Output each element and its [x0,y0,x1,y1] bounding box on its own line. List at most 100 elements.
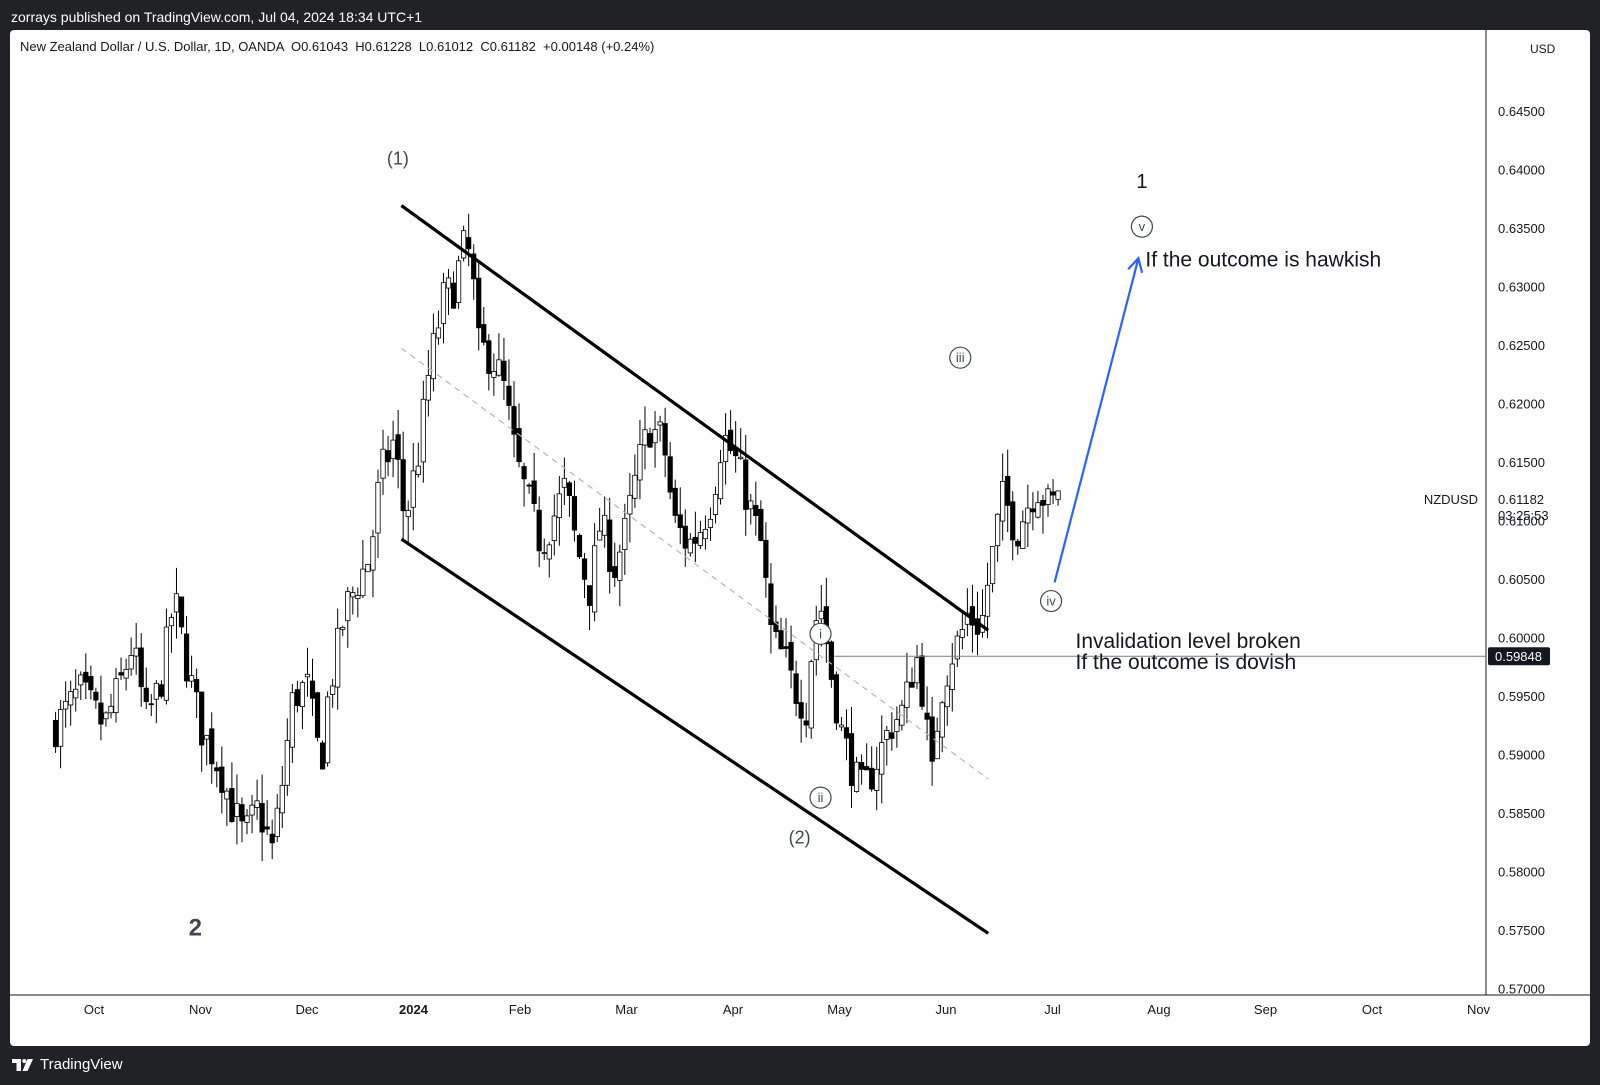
candle-bull [879,742,885,775]
time-tick-label: Apr [723,1002,744,1017]
candle-bear [148,703,154,706]
candle-bear [481,324,487,343]
time-tick-label: Sep [1254,1002,1277,1017]
candle-bear [506,385,512,406]
candle-bear [118,672,124,676]
candle-bear [607,519,613,572]
candle-bear [576,534,583,558]
candle-bear [269,833,275,844]
candle-bear [783,646,789,649]
candle-bear [974,618,981,635]
level-price-badge [1488,647,1550,666]
candle-bull [410,470,416,508]
candle-bear [753,504,759,517]
ohlc-high: H0.61228 [355,39,412,54]
candle-bull [894,719,900,732]
time-tick-label: Oct [1362,1002,1383,1017]
candle-bull [561,477,567,488]
candle-bear [682,525,688,549]
candle-bear [778,630,784,650]
candle-bull [995,513,1001,547]
candle-bull [128,655,134,670]
candle-bull [491,371,497,378]
candle-bull [360,568,366,597]
candle-bull [204,734,210,740]
candle-bull [445,277,452,289]
candle-bull [461,230,467,259]
time-tick-label: Jun [936,1002,957,1017]
tradingview-brand: TradingView [40,1056,123,1073]
candle-bear [294,689,300,706]
chart-frame[interactable]: 0.64500 0.64000 0.63500 0.63000 0.62500 0.620… [10,30,1590,1046]
candle-bear [486,340,492,374]
candle-bear [677,514,683,528]
candle-bull [380,448,386,479]
candle-bull [642,429,648,446]
projection-arrow [1053,257,1140,583]
candle-bear [93,691,99,701]
wave-label-circle [949,346,972,369]
candle-bear [1005,475,1011,506]
candle-bear [571,496,578,531]
wave-label-text: i [819,626,822,641]
candle-bull [818,610,824,620]
candle-bull [602,514,608,536]
candle-bull [249,804,255,816]
candle-bear [395,434,401,460]
candle-bull [712,494,719,515]
chart-annotation: 1 [1136,171,1147,193]
candle-bear [476,277,482,329]
candle-bull [637,444,643,481]
candle-bear [858,762,865,770]
candle-bear [501,360,507,381]
candle-bull [123,668,129,679]
candle-bull [551,515,557,541]
candle-bear [471,253,477,280]
wave-label-circle [809,622,832,645]
time-tick-label: Aug [1147,1002,1170,1017]
candle-bear [516,428,522,463]
candle-bear [763,539,769,578]
publish-info: zorrays published on TradingView.com, Ju… [11,9,423,25]
bar-countdown-label: 03:25:53 [1498,508,1549,523]
level-price-label: 0.59848 [1495,649,1542,664]
candle-bull [1035,502,1041,518]
candle-bull [541,552,547,555]
candle-bear [259,803,265,833]
candle-bear [919,655,925,707]
candle-bull [657,421,663,426]
time-tick-label: Nov [1467,1002,1491,1017]
candle-bear [219,766,225,793]
candle-bull [345,591,351,622]
candle-bear [511,406,517,435]
candle-bull [934,730,940,760]
candle-bull [707,518,714,528]
candle-bull [440,282,447,324]
candle-bull [299,682,306,707]
candle-bear [466,237,472,250]
candle-bull [984,584,991,617]
candle-bull [350,592,356,598]
symbol-name: New Zealand Dollar / U.S. Dollar, 1D, OA… [20,39,284,54]
ohlc-low: L0.61012 [418,39,474,54]
tradingview-logo[interactable]: TradingView [12,1056,123,1073]
candle-bear [758,508,764,541]
candle-bear [728,429,734,451]
candle-bull [78,674,84,686]
candle-bull [425,375,431,401]
candle-bear [531,480,537,504]
candle-bear [385,450,391,463]
candle-bull [284,740,290,786]
candle-bull [224,790,230,800]
candle-bear [1050,491,1056,496]
candle-bull [330,685,336,695]
candle-bull [188,675,195,682]
candle-bull [939,702,945,738]
ohlc-close: C0.61182 [480,39,536,54]
candle-bear [209,728,215,765]
price-chart[interactable]: 0.64500 0.64000 0.63500 0.63000 0.62500 0.620… [10,30,1590,1046]
time-tick-label: Mar [615,1002,638,1017]
candle-bear [581,558,588,580]
candle-bear [98,702,104,725]
currency-button[interactable]: USD [1530,42,1556,56]
